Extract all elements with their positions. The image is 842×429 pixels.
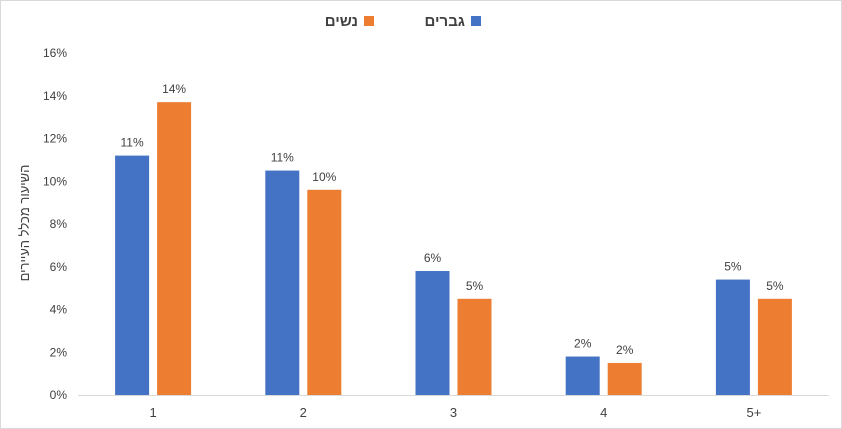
y-tick-label: 6%: [50, 260, 68, 274]
bar-women-4: [607, 362, 642, 395]
y-tick-label: 10%: [43, 174, 67, 188]
bar-women-1: [157, 102, 192, 395]
bar-women-5+: [757, 298, 792, 395]
legend-label: גברים: [425, 13, 465, 30]
y-tick-label: 12%: [43, 132, 67, 146]
data-label: 10%: [312, 170, 336, 184]
x-tick-label: 5+: [746, 405, 761, 420]
bar-women-3: [457, 298, 492, 395]
legend-swatch: [471, 16, 481, 26]
data-label: 14%: [162, 82, 186, 96]
y-tick-label: 16%: [43, 46, 67, 60]
legend-label: נשים: [325, 13, 358, 30]
bar-men-1: [115, 155, 150, 395]
y-axis-label: השיעור מכלל העיירים: [17, 165, 32, 282]
data-label: 11%: [121, 136, 144, 150]
y-tick-label: 14%: [43, 89, 67, 103]
data-label: 2%: [616, 343, 634, 357]
bar-women-2: [307, 189, 342, 395]
data-label: 5%: [766, 279, 784, 293]
data-label: 11%: [271, 151, 294, 165]
x-tick-label: 3: [450, 405, 457, 420]
x-tick-label: 2: [300, 405, 307, 420]
bar-men-2: [265, 170, 300, 395]
x-tick-label: 4: [600, 405, 607, 420]
data-label: 5%: [466, 279, 484, 293]
data-label: 2%: [574, 337, 592, 351]
bars: [115, 102, 792, 395]
data-label: 6%: [424, 251, 442, 265]
data-label: 5%: [724, 260, 742, 274]
x-tick-label: 1: [149, 405, 156, 420]
y-tick-label: 2%: [50, 345, 68, 359]
y-tick-label: 4%: [50, 303, 68, 317]
y-tick-label: 0%: [50, 388, 68, 402]
data-labels: 11% 14% 11% 10% 6% 5% 2% 2% 5% 5%: [121, 82, 784, 357]
bar-men-5+: [715, 279, 750, 395]
bar-men-3: [415, 271, 450, 395]
legend-swatch: [364, 16, 374, 26]
y-tick-label: 8%: [50, 217, 68, 231]
legend: גברים נשים: [325, 13, 481, 30]
y-axis-ticks: 0% 2% 4% 6% 8% 10% 12% 14% 16%: [43, 46, 67, 402]
x-axis-ticks: 1 2 3 4 5+: [149, 405, 761, 420]
bar-men-4: [565, 356, 600, 395]
